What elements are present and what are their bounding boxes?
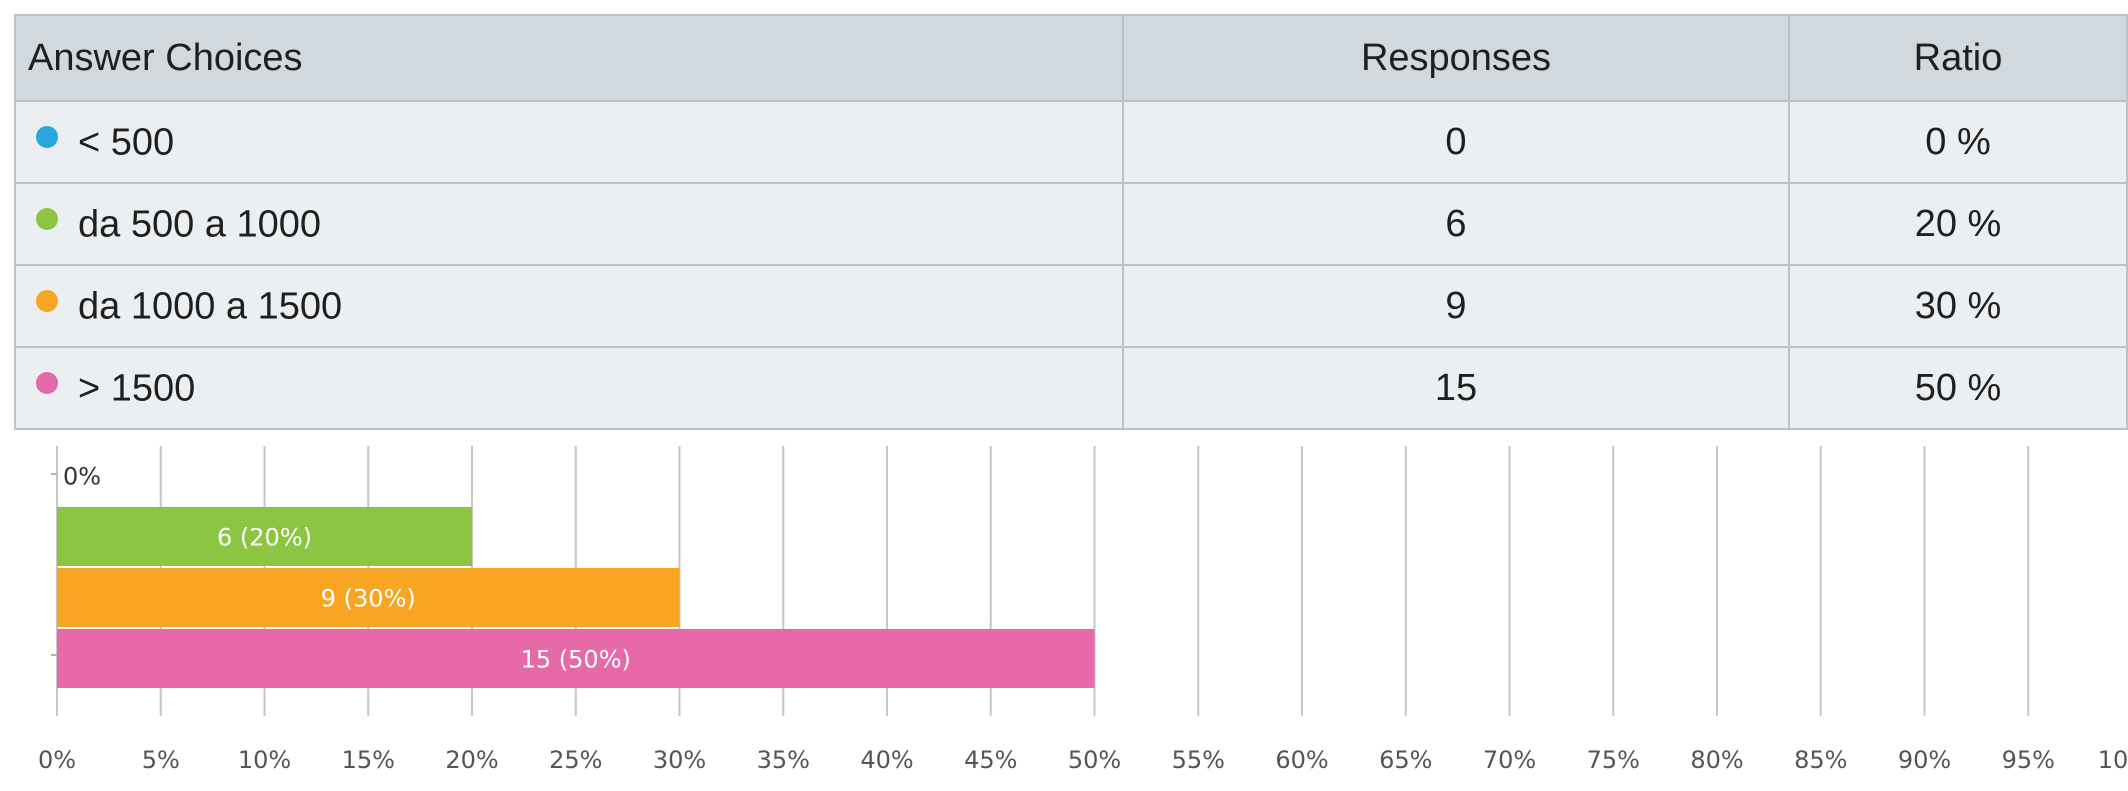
x-tick-label: 80% <box>1690 746 1743 774</box>
bar-value-label: 9 (30%) <box>321 585 416 613</box>
responses-cell: 6 <box>1122 182 1790 266</box>
answer-choice-cell: da 1000 a 1500 <box>14 264 1124 348</box>
answer-choice-cell: > 1500 <box>14 346 1124 430</box>
bar <box>57 507 472 566</box>
x-tick-label: 60% <box>1275 746 1328 774</box>
x-tick-label: 35% <box>757 746 810 774</box>
x-tick-label: 15% <box>342 746 395 774</box>
answer-choice-label: > 1500 <box>78 367 196 410</box>
responses-bar-chart: 0% 5% 10% 15% 20% 25% 30% 35% 40% 45% 50% 55% 60% 65%… <box>38 446 2128 774</box>
table-row: < 500 0 0 % <box>14 100 2128 184</box>
x-tick-label: 10% <box>238 746 291 774</box>
header-answer-choices: Answer Choices <box>14 14 1124 102</box>
x-tick-label: 100% <box>2098 746 2128 774</box>
x-tick-label: 20% <box>445 746 498 774</box>
answer-choice-label: da 500 a 1000 <box>78 203 322 246</box>
answer-choice-cell: < 500 <box>14 100 1124 184</box>
header-responses: Responses <box>1122 14 1790 102</box>
x-tick-label: 45% <box>964 746 1017 774</box>
bar-value-label: 15 (50%) <box>521 646 631 674</box>
bar <box>57 629 1095 688</box>
legend-dot-icon <box>36 125 58 148</box>
bar <box>57 568 680 627</box>
answer-choice-label: da 1000 a 1500 <box>78 285 343 328</box>
legend-dot-icon <box>36 207 58 230</box>
table-row: > 1500 15 50 % <box>14 346 2128 430</box>
x-tick-label: 75% <box>1587 746 1640 774</box>
x-tick-label: 85% <box>1794 746 1847 774</box>
table-row: da 1000 a 1500 9 30 % <box>14 264 2128 348</box>
answer-choice-label: < 500 <box>78 121 175 164</box>
x-tick-label: 95% <box>2002 746 2055 774</box>
legend-dot-icon <box>36 289 58 312</box>
answer-choice-cell: da 500 a 1000 <box>14 182 1124 266</box>
ratio-cell: 0 % <box>1788 100 2128 184</box>
responses-cell: 15 <box>1122 346 1790 430</box>
bar-value-label: 6 (20%) <box>217 524 312 552</box>
x-tick-label: 0% <box>38 746 76 774</box>
responses-cell: 0 <box>1122 100 1790 184</box>
x-tick-label: 70% <box>1483 746 1536 774</box>
x-tick-label: 5% <box>142 746 180 774</box>
x-tick-label: 90% <box>1898 746 1951 774</box>
x-tick-label: 25% <box>549 746 602 774</box>
ratio-cell: 50 % <box>1788 346 2128 430</box>
x-tick-label: 55% <box>1172 746 1225 774</box>
header-ratio: Ratio <box>1788 14 2128 102</box>
legend-dot-icon <box>36 371 58 394</box>
x-tick-label: 30% <box>653 746 706 774</box>
ratio-cell: 20 % <box>1788 182 2128 266</box>
x-tick-label: 65% <box>1379 746 1432 774</box>
responses-cell: 9 <box>1122 264 1790 348</box>
x-tick-label: 40% <box>860 746 913 774</box>
table-row: da 500 a 1000 6 20 % <box>14 182 2128 266</box>
bar-value-label: 0% <box>63 463 101 491</box>
table-header-row: Answer Choices Responses Ratio <box>14 14 2128 102</box>
x-tick-label: 50% <box>1068 746 1121 774</box>
ratio-cell: 30 % <box>1788 264 2128 348</box>
responses-table: Answer Choices Responses Ratio < 500 0 0… <box>14 14 2128 430</box>
